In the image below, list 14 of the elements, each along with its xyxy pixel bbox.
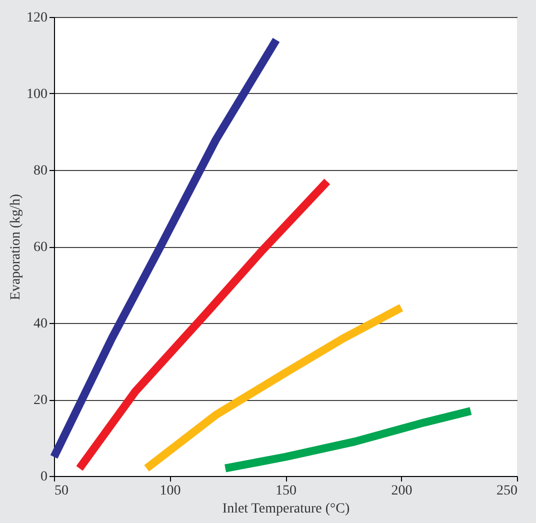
x-tick-label: 50	[54, 484, 68, 498]
y-tick-label: 60	[34, 240, 48, 255]
x-tick-label: 100	[160, 484, 181, 498]
y-tick-label: 100	[26, 87, 48, 102]
x-tick-label: 200	[391, 484, 412, 498]
y-tick-label: 20	[34, 393, 48, 408]
y-tick-label: 0	[40, 470, 48, 484]
x-tick-label: 250	[496, 484, 518, 498]
x-axis-title: Inlet Temperature (°C)	[222, 502, 350, 516]
x-tick-label: 150	[276, 484, 296, 498]
y-tick-label: 40	[34, 316, 48, 332]
y-tick-label: 120	[26, 10, 48, 26]
y-axis-title: Evaporation (kg/h)	[8, 194, 24, 300]
y-tick-label: 80	[34, 164, 48, 178]
